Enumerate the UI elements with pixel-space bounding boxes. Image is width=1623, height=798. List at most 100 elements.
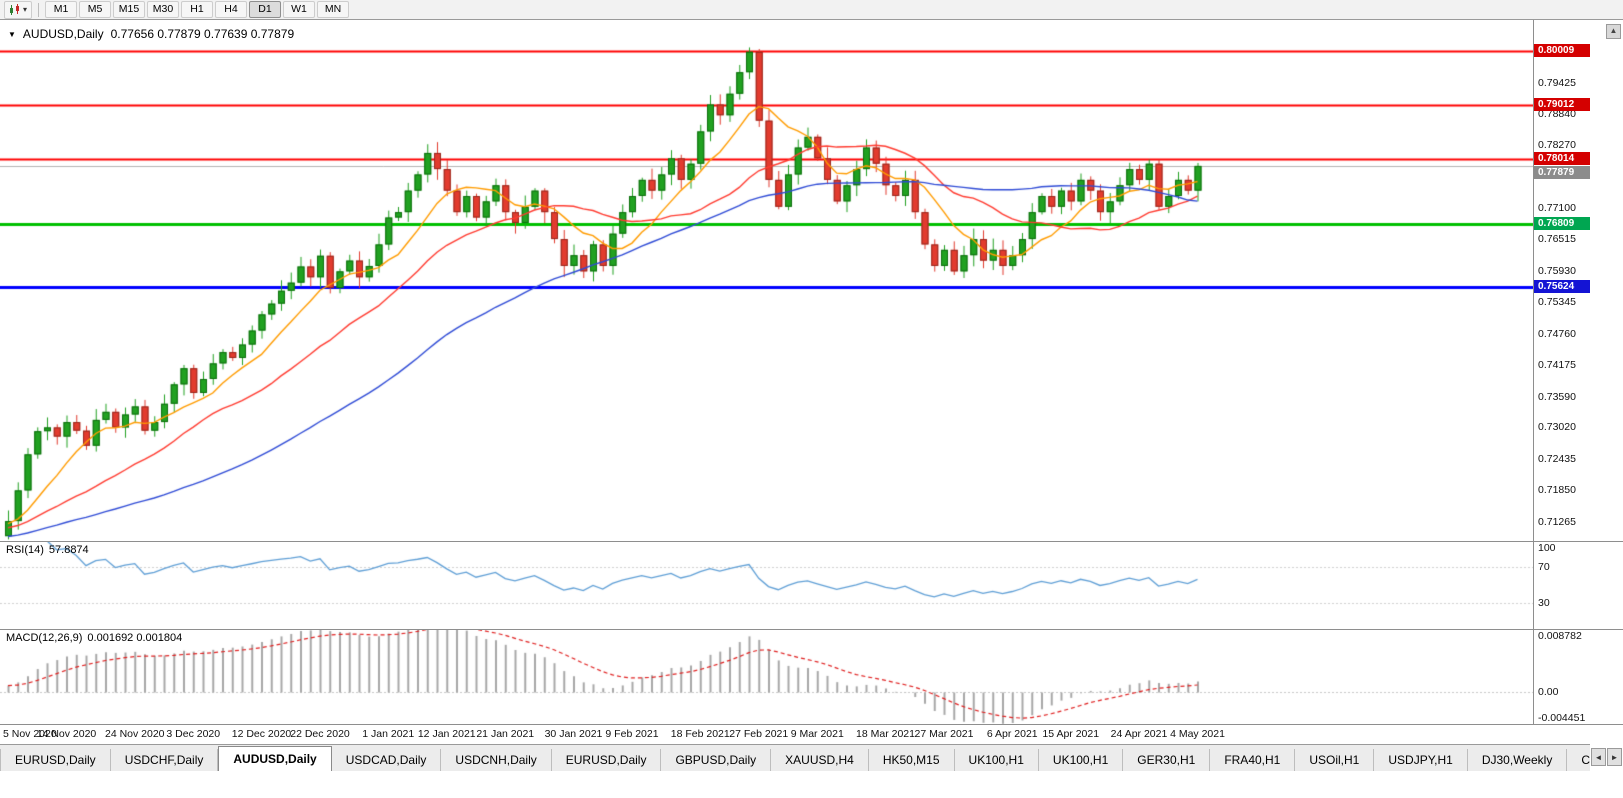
price-axis-tick: 0.74175 (1538, 359, 1576, 372)
timeframe-button-m30[interactable]: M30 (147, 1, 180, 18)
symbol-tab-uk100-h1[interactable]: UK100,H1 (1038, 749, 1124, 771)
panel-splitter[interactable] (0, 541, 1623, 542)
price-axis-tick: 0.75930 (1538, 264, 1576, 277)
level-price-label: 0.80009 (1534, 44, 1590, 58)
symbol-tab-eurusd-daily[interactable]: EURUSD,Daily (551, 749, 662, 771)
timeframe-button-w1[interactable]: W1 (283, 1, 316, 18)
price-axis-tick: 0.71850 (1538, 484, 1576, 497)
panel-splitter (0, 724, 1623, 725)
date-axis-label: 14 Nov 2020 (36, 728, 97, 740)
timeframe-button-m15[interactable]: M15 (113, 1, 146, 18)
candlestick-chart-icon (10, 3, 19, 15)
date-axis-label: 22 Dec 2020 (290, 728, 350, 740)
chart-symbol-period: AUDUSD,Daily (22, 27, 104, 41)
macd-axis-tick: 0.008782 (1538, 630, 1582, 642)
symbol-tab-usdcnh-daily[interactable]: USDCNH,Daily (441, 749, 552, 771)
rsi-value: 57.8874 (48, 544, 89, 556)
macd-axis-tick: 0.00 (1538, 686, 1559, 699)
rsi-axis-tick: 30 (1538, 596, 1550, 609)
symbol-tab-xauusd-h4[interactable]: XAUUSD,H4 (771, 749, 869, 771)
price-axis-tick: 0.76515 (1538, 233, 1576, 246)
symbol-tab-uk100-h1[interactable]: UK100,H1 (954, 749, 1039, 771)
date-axis: 5 Nov 2020 14 Nov 2020 24 Nov 2020 3 Dec 20… (0, 724, 1623, 744)
symbol-tab-fra40-h1[interactable]: FRA40,H1 (1210, 749, 1296, 771)
macd-values: 0.001692 0.001804 (87, 632, 183, 644)
timeframe-button-m5[interactable]: M5 (79, 1, 112, 18)
date-axis-label: 9 Mar 2021 (790, 728, 844, 740)
date-axis-label: 18 Mar 2021 (856, 728, 915, 740)
timeframe-toolbar: ▾ M1 M5 M15 M30 H1 H4 D1 W1 MN (0, 0, 1623, 20)
symbol-tab-audusd-daily[interactable]: AUDUSD,Daily (218, 746, 332, 771)
toolbar-separator (38, 2, 40, 17)
level-price-label: 0.79012 (1534, 97, 1590, 111)
date-axis-label: 9 Feb 2021 (605, 728, 659, 740)
chart-title: ▼ AUDUSD,Daily 0.77656 0.77879 0.77639 0… (8, 27, 294, 41)
tab-scroll-right-button[interactable]: ► (1607, 748, 1622, 766)
date-axis-label: 30 Jan 2021 (544, 728, 603, 740)
date-axis-label: 21 Jan 2021 (476, 728, 535, 740)
symbol-tab-hk50-m15[interactable]: HK50,M15 (868, 749, 955, 771)
panel-splitter[interactable] (0, 629, 1623, 630)
date-axis-label: 12 Dec 2020 (231, 728, 292, 740)
date-axis-label: 27 Mar 2021 (914, 728, 974, 740)
symbol-tab-ger30-h1[interactable]: GER30,H1 (1123, 749, 1211, 771)
macd-name: MACD(12,26,9) (6, 632, 83, 644)
date-axis-label: 12 Jan 2021 (417, 728, 476, 740)
timeframe-button-d1[interactable]: D1 (249, 1, 282, 18)
symbol-tab-china300-h1[interactable]: CHINA300,H1 (1567, 749, 1590, 771)
current-price-label: 0.77879 (1534, 165, 1590, 179)
chevron-down-icon: ▾ (23, 4, 28, 14)
macd-axis-tick: -0.004451 (1538, 712, 1586, 724)
price-axis-tick: 0.72435 (1538, 452, 1576, 465)
symbol-tab-gbpusd-daily[interactable]: GBPUSD,Daily (661, 749, 772, 771)
date-axis-label: 18 Feb 2021 (670, 728, 730, 740)
collapse-triangle-icon[interactable]: ▼ (8, 29, 16, 39)
date-axis-label: 3 Dec 2020 (166, 728, 221, 740)
timeframe-buttons-group: M1 M5 M15 M30 H1 H4 D1 W1 MN (45, 1, 350, 18)
symbol-tab-usdjpy-h1[interactable]: USDJPY,H1 (1374, 749, 1468, 771)
tab-scroll-left-button[interactable]: ◄ (1591, 748, 1606, 766)
date-axis-label: 4 May 2021 (1170, 728, 1225, 740)
symbol-tab-usoil-h1[interactable]: USOil,H1 (1295, 749, 1375, 771)
symbol-tab-dj30-weekly[interactable]: DJ30,Weekly (1467, 749, 1568, 771)
rsi-name: RSI(14) (6, 544, 44, 556)
date-axis-label: 6 Apr 2021 (986, 728, 1038, 740)
symbol-tab-bar: EURUSD,Daily USDCHF,Daily AUDUSD,Daily USDC… (0, 744, 1590, 771)
level-price-label: 0.76809 (1534, 216, 1590, 230)
timeframe-button-h4[interactable]: H4 (215, 1, 248, 18)
price-axis-separator (1533, 20, 1534, 724)
symbol-tab-usdchf-daily[interactable]: USDCHF,Daily (110, 749, 219, 771)
timeframe-button-mn[interactable]: MN (317, 1, 350, 18)
date-axis-label: 15 Apr 2021 (1042, 728, 1100, 740)
price-axis-tick: 0.78270 (1538, 138, 1576, 151)
timeframe-button-m1[interactable]: M1 (45, 1, 78, 18)
symbol-tab-eurusd-daily[interactable]: EURUSD,Daily (0, 749, 111, 771)
date-axis-label: 5 Nov 2020 (3, 728, 57, 740)
rsi-axis-tick: 70 (1538, 561, 1550, 574)
macd-label: MACD(12,26,9) 0.001692 0.001804 (6, 632, 182, 644)
level-price-label: 0.75624 (1534, 280, 1590, 294)
price-axis-tick: 0.74760 (1538, 327, 1576, 340)
candlestick-chart-canvas[interactable] (0, 20, 1533, 541)
scroll-up-button[interactable]: ▲ (1606, 24, 1621, 39)
date-axis-label: 24 Apr 2021 (1110, 728, 1168, 740)
chart-type-dropdown-button[interactable]: ▾ (4, 0, 33, 19)
date-axis-label: 27 Feb 2021 (729, 728, 789, 740)
price-axis-tick: 0.78840 (1538, 108, 1576, 121)
rsi-indicator-canvas[interactable] (0, 541, 1533, 629)
date-axis-label: 24 Nov 2020 (104, 728, 165, 740)
price-axis-tick: 0.75345 (1538, 296, 1576, 309)
rsi-label: RSI(14) 57.8874 (6, 544, 89, 556)
price-axis-tick: 0.73020 (1538, 421, 1576, 434)
chart-ohlc-values: 0.77656 0.77879 0.77639 0.77879 (110, 27, 295, 41)
level-price-label: 0.78014 (1534, 151, 1590, 165)
price-axis-tick: 0.79425 (1538, 76, 1576, 89)
price-axis-tick: 0.73590 (1538, 390, 1576, 403)
rsi-axis-tick: 100 (1538, 542, 1556, 554)
price-axis-tick: 0.71265 (1538, 515, 1576, 528)
timeframe-button-h1[interactable]: H1 (181, 1, 214, 18)
macd-indicator-canvas[interactable] (0, 629, 1533, 724)
symbol-tab-usdcad-daily[interactable]: USDCAD,Daily (331, 749, 442, 771)
price-axis-tick: 0.77100 (1538, 201, 1576, 214)
